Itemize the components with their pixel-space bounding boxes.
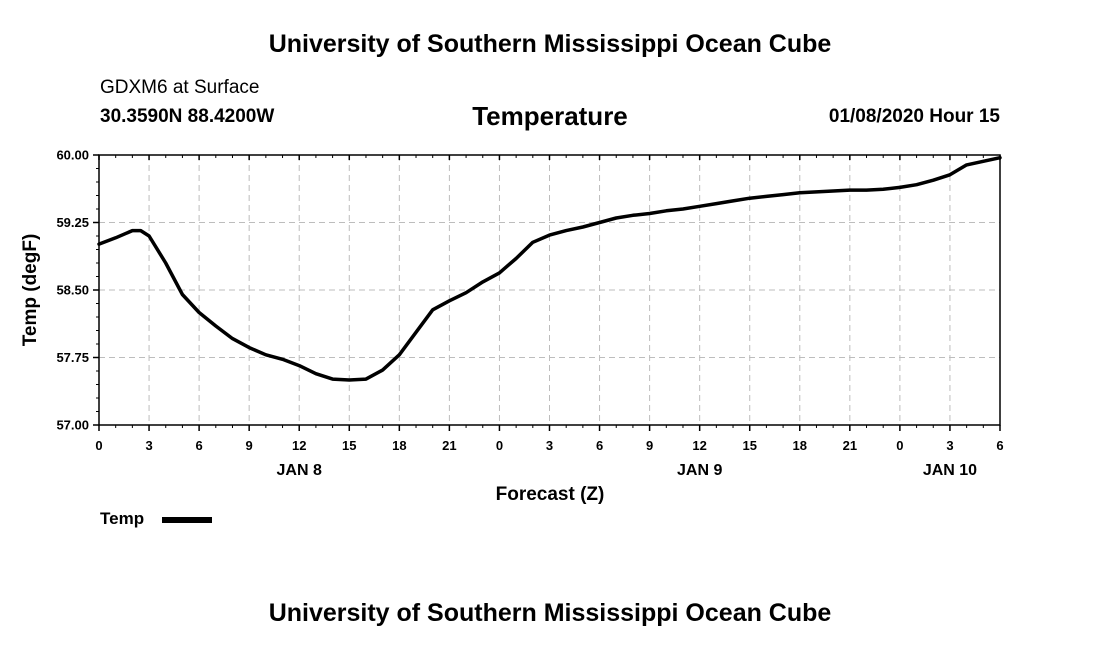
- coordinates-label: 30.3590N 88.4200W: [100, 106, 275, 127]
- day-label: JAN 10: [923, 462, 977, 479]
- y-tick-label: 57.75: [56, 350, 89, 365]
- day-label: JAN 9: [677, 462, 722, 479]
- x-axis-label: Forecast (Z): [496, 484, 605, 505]
- series-line-temp: [97, 155, 1002, 382]
- page-title: University of Southern Mississippi Ocean…: [268, 30, 832, 58]
- y-axis-label: Temp (degF): [20, 234, 41, 347]
- legend-swatch: [162, 517, 212, 523]
- x-tick-label: 18: [392, 438, 406, 453]
- x-tick-label: 18: [793, 438, 807, 453]
- x-tick-label: 3: [546, 438, 553, 453]
- x-tick-label: 12: [692, 438, 706, 453]
- x-tick-label: 6: [195, 438, 202, 453]
- y-tick-label: 57.00: [56, 418, 89, 433]
- x-tick-label: 3: [145, 438, 152, 453]
- x-tick-label: 0: [896, 438, 903, 453]
- day-label: JAN 8: [277, 462, 322, 479]
- x-tick-label: 0: [496, 438, 503, 453]
- x-tick-label: 15: [342, 438, 356, 453]
- x-tick-label: 12: [292, 438, 306, 453]
- forecast-datetime: 01/08/2020 Hour 15: [828, 106, 1000, 127]
- x-tick-label: 21: [843, 438, 857, 453]
- x-tick-label: 6: [996, 438, 1003, 453]
- chart-title: Temperature: [472, 101, 628, 131]
- plot-frame: [98, 154, 1001, 426]
- x-tick-label: 9: [646, 438, 653, 453]
- x-tick-label: 21: [442, 438, 456, 453]
- x-tick-label: 15: [742, 438, 756, 453]
- y-tick-label: 59.25: [56, 215, 89, 230]
- station-label: GDXM6 at Surface: [100, 77, 260, 98]
- y-tick-label: 58.50: [56, 283, 89, 298]
- footer-title: University of Southern Mississippi Ocean…: [268, 599, 832, 627]
- x-tick-label: 0: [95, 438, 102, 453]
- x-tick-label: 9: [246, 438, 253, 453]
- y-tick-label: 60.00: [56, 148, 89, 163]
- legend-label: Temp: [100, 509, 145, 528]
- x-tick-label: 3: [946, 438, 953, 453]
- x-tick-label: 6: [596, 438, 603, 453]
